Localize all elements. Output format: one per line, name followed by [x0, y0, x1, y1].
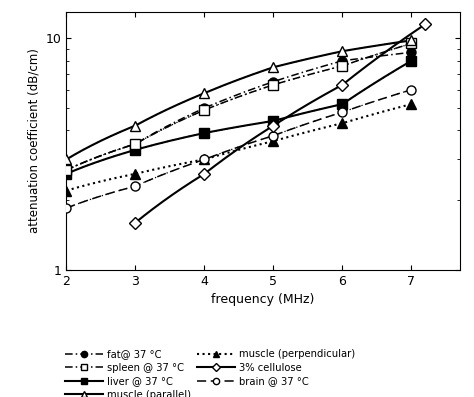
Legend: fat@ 37 °C, spleen @ 37 °C, liver @ 37 °C, muscle (parallel), muscle (perpendicu: fat@ 37 °C, spleen @ 37 °C, liver @ 37 °… [64, 347, 357, 397]
Y-axis label: attenuation coefficient (dB/cm): attenuation coefficient (dB/cm) [27, 48, 40, 233]
X-axis label: frequency (MHz): frequency (MHz) [211, 293, 315, 306]
